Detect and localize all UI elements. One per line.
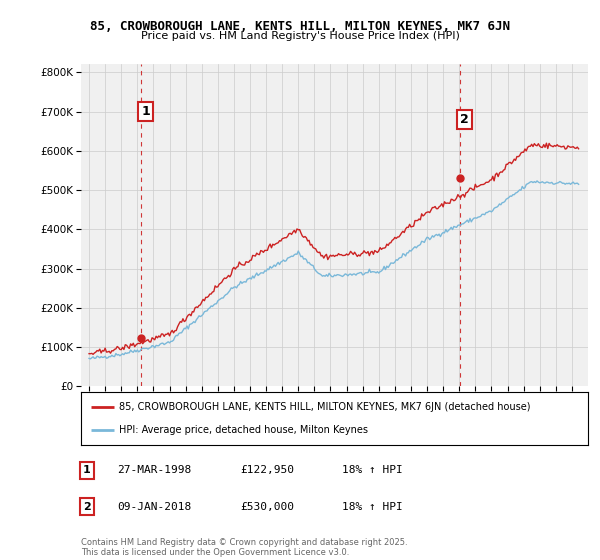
Text: £122,950: £122,950 bbox=[240, 465, 294, 475]
Text: Contains HM Land Registry data © Crown copyright and database right 2025.
This d: Contains HM Land Registry data © Crown c… bbox=[81, 538, 407, 557]
Text: 09-JAN-2018: 09-JAN-2018 bbox=[117, 502, 191, 512]
Text: Price paid vs. HM Land Registry's House Price Index (HPI): Price paid vs. HM Land Registry's House … bbox=[140, 31, 460, 41]
Text: 18% ↑ HPI: 18% ↑ HPI bbox=[342, 465, 403, 475]
Text: 85, CROWBOROUGH LANE, KENTS HILL, MILTON KEYNES, MK7 6JN: 85, CROWBOROUGH LANE, KENTS HILL, MILTON… bbox=[90, 20, 510, 32]
Text: 2: 2 bbox=[460, 113, 469, 126]
Text: 27-MAR-1998: 27-MAR-1998 bbox=[117, 465, 191, 475]
Text: 2: 2 bbox=[83, 502, 91, 512]
Text: 85, CROWBOROUGH LANE, KENTS HILL, MILTON KEYNES, MK7 6JN (detached house): 85, CROWBOROUGH LANE, KENTS HILL, MILTON… bbox=[119, 402, 530, 412]
Text: HPI: Average price, detached house, Milton Keynes: HPI: Average price, detached house, Milt… bbox=[119, 425, 368, 435]
Text: 1: 1 bbox=[142, 105, 150, 118]
Text: £530,000: £530,000 bbox=[240, 502, 294, 512]
Text: 18% ↑ HPI: 18% ↑ HPI bbox=[342, 502, 403, 512]
Text: 1: 1 bbox=[83, 465, 91, 475]
